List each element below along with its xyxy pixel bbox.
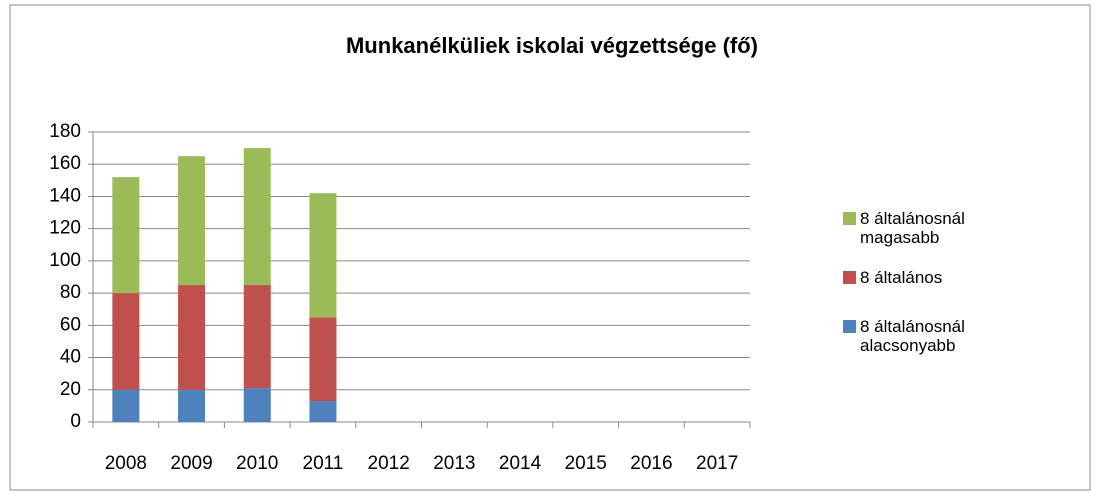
x-tick-label: 2011 — [303, 453, 344, 474]
legend-entry: 8 általános — [860, 268, 943, 287]
x-tick-label: 2017 — [696, 453, 738, 474]
y-tick-label: 160 — [49, 153, 81, 174]
bar-segment — [178, 156, 206, 286]
y-tick-label: 0 — [70, 411, 81, 432]
legend-label: 8 általános — [860, 268, 943, 287]
y-tick-label: 180 — [49, 121, 81, 142]
legend-entry: 8 általánosnál alacsonyabb — [860, 317, 965, 355]
x-tick-label: 2015 — [565, 453, 607, 474]
bar-segment — [309, 193, 337, 318]
legend-entry: 8 általánosnál magasabb — [860, 209, 965, 247]
x-tick-label: 2016 — [630, 453, 672, 474]
chart-title: Munkanélküliek iskolai végzettsége (fő) — [346, 33, 758, 58]
bar-segment — [243, 148, 271, 286]
y-tick-label: 120 — [49, 218, 81, 239]
bar-segment — [178, 285, 206, 390]
legend-label: 8 általánosnál alacsonyabb — [860, 317, 965, 355]
bar-segment — [178, 389, 206, 422]
y-tick-label: 40 — [60, 347, 81, 368]
x-tick-label: 2008 — [105, 453, 147, 474]
x-tick-label: 2014 — [499, 453, 542, 474]
bar-segment — [243, 388, 271, 422]
x-tick-label: 2012 — [368, 453, 410, 474]
bar-segment — [112, 293, 140, 390]
y-tick-label: 60 — [60, 314, 81, 335]
y-tick-label: 100 — [49, 250, 81, 271]
y-tick-label: 80 — [60, 282, 81, 303]
y-tick-label: 20 — [60, 379, 81, 400]
x-tick-label: 2009 — [170, 453, 212, 474]
legend-swatch — [843, 320, 856, 333]
bar-segment — [112, 177, 140, 294]
x-tick-label: 2010 — [236, 453, 278, 474]
bar-segment — [309, 317, 337, 402]
bar-segment — [112, 389, 140, 422]
legend-swatch — [843, 271, 856, 284]
x-tick-label: 2013 — [433, 453, 475, 474]
y-tick-label: 140 — [49, 185, 81, 206]
bar-segment — [309, 401, 337, 422]
bar-segment — [243, 285, 271, 389]
legend-label: 8 általánosnál magasabb — [860, 209, 965, 247]
legend-swatch — [843, 212, 856, 225]
